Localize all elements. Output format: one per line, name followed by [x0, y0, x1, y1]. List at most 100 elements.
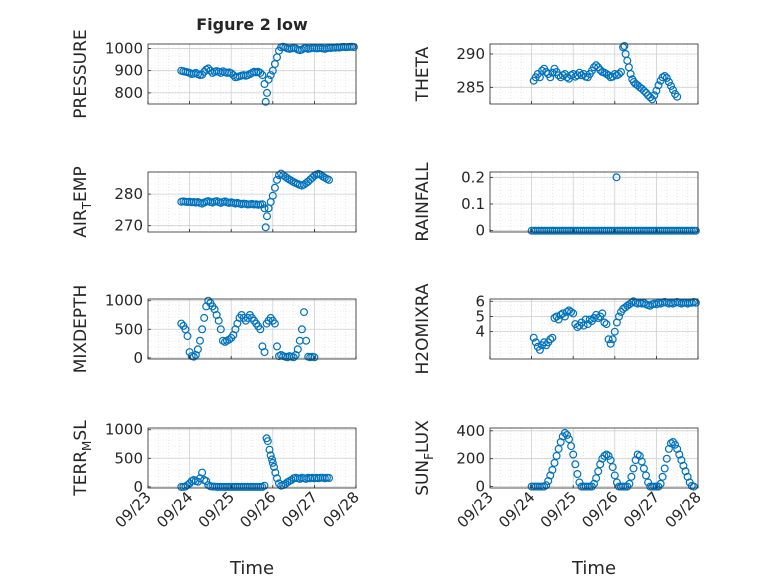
terr_msl-data-point: [260, 481, 269, 490]
air_temp-data-point: [261, 223, 270, 232]
rainfall-y-tick-label: 0.1: [461, 195, 485, 213]
theta-data-point: [546, 73, 555, 82]
sun_flux-data-point: [658, 472, 667, 481]
sun_flux-data-point: [671, 440, 680, 449]
sun_flux-data-point: [656, 479, 665, 488]
sun_flux-data-point: [637, 457, 646, 466]
air_temp-data-point: [283, 174, 292, 183]
h2omixra-data-point: [602, 320, 611, 329]
terr_msl-data-point: [270, 462, 279, 471]
air_temp-y-axis-label: AIRTEMP: [71, 166, 94, 237]
h2omixra-y-tick-label: 6: [475, 292, 485, 310]
pressure-data-point: [261, 97, 270, 106]
sun_flux-data-point: [552, 451, 561, 460]
h2omixra-data-point: [531, 338, 540, 347]
theta-data-point: [626, 69, 635, 78]
air_temp-y-tick-label: 280: [114, 185, 143, 203]
mixdepth-data-point: [196, 336, 205, 345]
sun_flux-data-point: [548, 465, 557, 474]
h2omixra-panel: 456 H2OMIXRA: [413, 283, 700, 375]
sun_flux-data-point: [594, 467, 603, 476]
pressure-data-point: [216, 68, 225, 77]
h2omixra-data-point: [567, 307, 576, 316]
sun_flux-data-point: [644, 478, 653, 487]
theta-data-point: [650, 91, 659, 100]
pressure-y-tick-label: 1000: [105, 39, 143, 57]
sun_flux-data-point: [610, 471, 619, 480]
h2omixra-data-point: [608, 335, 617, 344]
h2omixra-y-tick-label: 4: [475, 323, 485, 341]
rainfall-y-axis-label: RAINFALL: [413, 162, 433, 242]
h2omixra-y-tick-label: 5: [475, 307, 485, 325]
terr_msl-y-tick-label: 500: [114, 449, 143, 467]
pressure-data-point: [263, 88, 272, 97]
sun_flux-data-point: [612, 478, 621, 487]
air_temp-data-point: [263, 212, 272, 221]
sun_flux-data-point: [542, 481, 551, 490]
mixdepth-data-point: [302, 336, 311, 345]
air_temp-data-point: [325, 175, 334, 184]
h2omixra-data-point: [546, 335, 555, 344]
mixdepth-data-point: [270, 319, 279, 328]
theta-data-point: [646, 93, 655, 102]
sun_flux-data-point: [662, 454, 671, 463]
air_temp-data-point: [258, 200, 267, 209]
sun_flux-data-point: [575, 478, 584, 487]
theta-data-point: [660, 71, 669, 80]
h2omixra-data-point: [594, 314, 603, 323]
rainfall-data-point: [612, 173, 621, 182]
mixdepth-data-point: [293, 345, 302, 354]
mixdepth-data-point: [189, 352, 198, 361]
sun_flux-data-point: [573, 470, 582, 479]
h2omixra-data-point: [550, 314, 559, 323]
mixdepth-y-tick-label: 0: [133, 349, 143, 367]
air_temp-y-tick-label: 270: [114, 217, 143, 235]
theta-data-point: [637, 84, 646, 93]
air_temp-data-point: [260, 204, 269, 213]
theta-y-tick-label: 285: [456, 78, 485, 96]
theta-data-point: [596, 65, 605, 74]
sun_flux-y-tick-label: 200: [456, 450, 485, 468]
h2omixra-data-point: [610, 327, 619, 336]
rainfall-data-point: [691, 226, 700, 235]
sun_flux-data-point: [627, 472, 636, 481]
theta-data-point: [616, 67, 625, 76]
mixdepth-data-point: [204, 296, 213, 305]
mixdepth-y-tick-label: 500: [114, 320, 143, 338]
sun_flux-data-point: [602, 450, 611, 459]
h2omixra-data-point: [598, 309, 607, 318]
mixdepth-data-point: [183, 332, 192, 341]
h2omixra-data-point: [614, 312, 623, 321]
terr_msl-data-point: [268, 455, 277, 464]
pressure-y-axis-label: PRESSURE: [71, 29, 91, 118]
terr_msl-data-point: [271, 468, 280, 477]
air_temp-axes-frame: [147, 171, 357, 233]
sun_flux-y-tick-label: 0: [475, 478, 485, 496]
pressure-data-point: [256, 68, 265, 77]
theta-data-point: [668, 85, 677, 94]
mixdepth-data-point: [297, 325, 306, 334]
mixdepth-data-point: [177, 319, 186, 328]
air_temp-data-point: [273, 175, 282, 184]
mixdepth-data-point: [300, 308, 309, 317]
mixdepth-data-point: [214, 316, 223, 325]
pressure-axes-frame: [147, 43, 357, 105]
mixdepth-data-point: [185, 348, 194, 357]
h2omixra-data-point: [529, 333, 538, 342]
terr_msl-data-point: [202, 477, 211, 486]
mixdepth-y-axis-label: MIXDEPTH: [71, 285, 91, 374]
mixdepth-panel: 0 500 1000 MIXDEPTH: [71, 285, 357, 374]
x-axis-label-right: Time: [571, 558, 616, 579]
h2omixra-axes-frame: [489, 298, 699, 360]
sun_flux-data-point: [606, 456, 615, 465]
theta-data-point: [537, 66, 546, 75]
terr_msl-data-point: [183, 481, 192, 490]
figure-title: Figure 2 low: [196, 15, 308, 34]
mixdepth-data-point: [193, 345, 202, 354]
theta-data-point: [592, 61, 601, 70]
h2omixra-data-point: [585, 315, 594, 324]
theta-data-point: [639, 86, 648, 95]
pressure-y-tick-label: 900: [114, 62, 143, 80]
theta-data-point: [664, 77, 673, 86]
